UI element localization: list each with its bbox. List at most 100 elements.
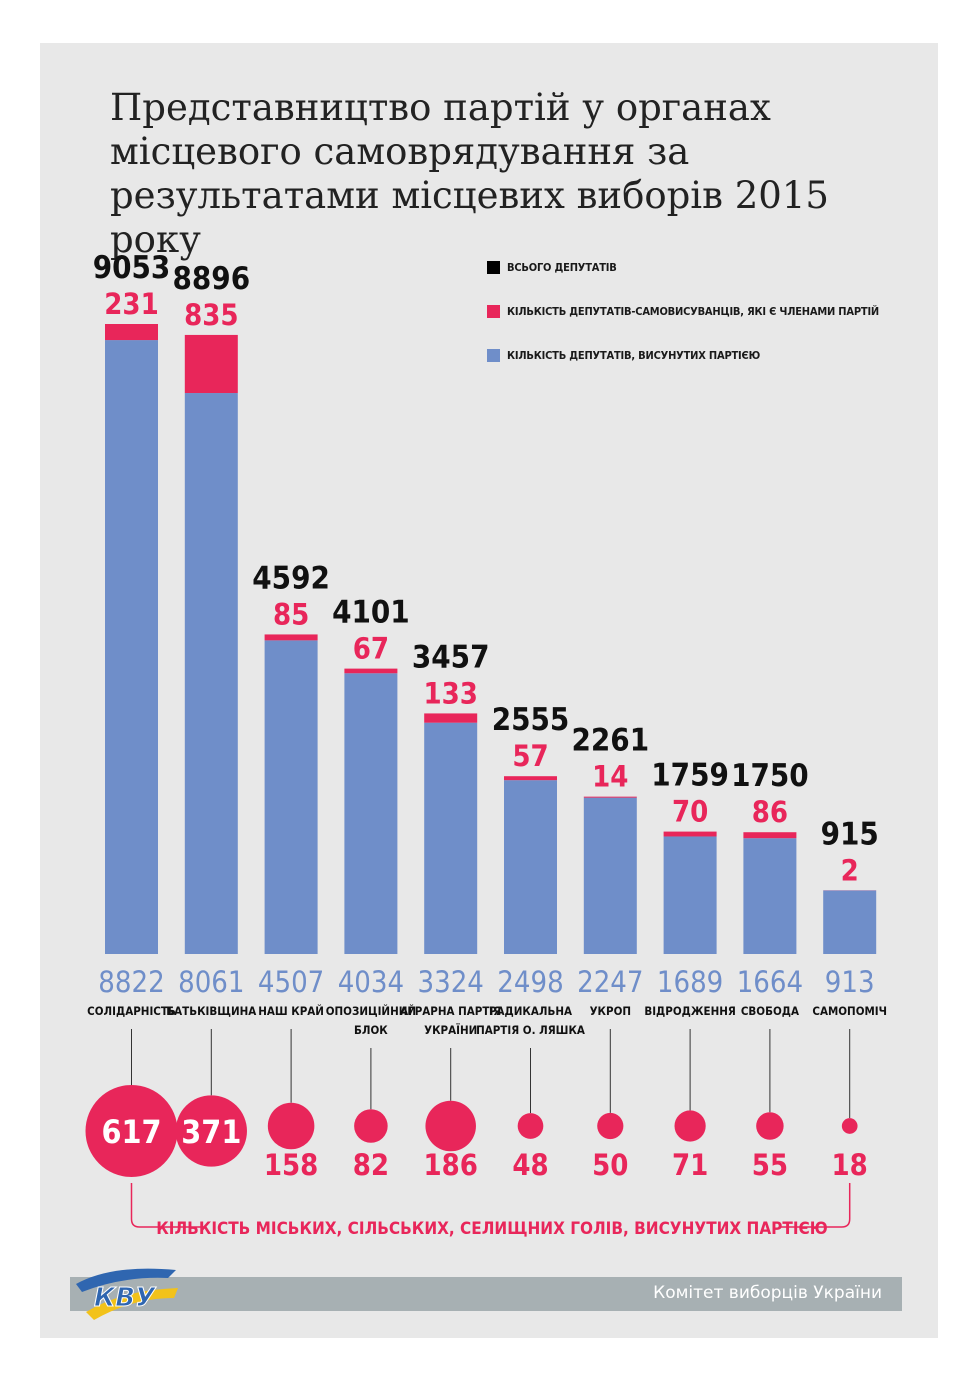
bar-nominated <box>184 393 238 955</box>
bar-nominated <box>583 797 637 954</box>
self-nominated-label: 835 <box>184 298 238 332</box>
self-nominated-label: 85 <box>273 597 309 631</box>
total-label: 2555 <box>492 702 570 738</box>
self-nominated-label: 57 <box>512 739 548 773</box>
self-nominated-label: 67 <box>353 632 389 666</box>
party-name-label: БЛОК <box>354 1023 388 1037</box>
nominated-label: 2498 <box>497 965 563 999</box>
bar-self-nominated <box>424 713 478 723</box>
nominated-label: 8061 <box>178 965 244 999</box>
bar-nominated <box>743 838 797 954</box>
party-name-label: СОЛІДАРНІСТЬ <box>87 1004 176 1018</box>
footer-credit: Комітет виборців України <box>653 1283 882 1303</box>
bar-nominated <box>823 890 877 954</box>
party-name-label: ПАРТІЯ О. ЛЯШКА <box>476 1023 585 1037</box>
legend-swatch-total <box>487 260 500 274</box>
party-name-label: УКРАЇНИ <box>424 1022 477 1037</box>
heads-circle <box>425 1100 476 1152</box>
legend-item-total: Всього депутатів <box>487 260 617 274</box>
total-label: 4592 <box>252 560 330 596</box>
self-nominated-label: 14 <box>592 760 628 794</box>
nominated-label: 1664 <box>737 965 803 999</box>
total-label: 3457 <box>412 639 490 675</box>
legend-swatch-self-nominated <box>487 304 500 318</box>
heads-label: 371 <box>181 1113 241 1151</box>
party-name-label: ОПОЗИЦІЙНИЙ <box>326 1003 416 1018</box>
chart-title: Представництво партій у органах місцевог… <box>110 86 829 261</box>
heads-label: 71 <box>672 1148 708 1182</box>
logo-lettering: КВУ <box>94 1283 157 1313</box>
nominated-label: 8822 <box>98 965 164 999</box>
bar-nominated <box>663 836 717 954</box>
heads-label: 55 <box>752 1148 788 1182</box>
nominated-label: 913 <box>825 965 875 999</box>
self-nominated-label: 231 <box>104 287 158 321</box>
logo-blue-swoosh <box>76 1268 176 1292</box>
heads-circle <box>674 1110 706 1142</box>
party-name-label: СВОБОДА <box>741 1004 799 1018</box>
nominated-label: 3324 <box>418 965 484 999</box>
nominated-label: 4507 <box>258 965 324 999</box>
bar-self-nominated <box>583 796 637 798</box>
party-name-label: УКРОП <box>590 1004 631 1018</box>
bar-nominated <box>264 640 318 954</box>
legend-label-nominated: Кількість депутатів, висунутих партією <box>507 348 761 362</box>
bar-nominated <box>344 673 398 954</box>
party-name-label: САМОПОМІЧ <box>812 1004 887 1018</box>
nominated-label: 4034 <box>338 965 404 999</box>
kvu-logo: КВУ <box>76 1268 178 1320</box>
bar-nominated <box>105 340 158 955</box>
bar-self-nominated <box>504 776 557 781</box>
heads-circle <box>597 1112 624 1140</box>
heads-circle <box>756 1112 784 1140</box>
heads-label: 82 <box>353 1148 389 1182</box>
bar-self-nominated <box>344 668 398 674</box>
self-nominated-label: 70 <box>672 795 708 829</box>
total-label: 2261 <box>571 723 649 759</box>
heads-label: 158 <box>264 1148 318 1182</box>
heads-circle <box>267 1102 315 1150</box>
party-name-label: БАТЬКІВЩИНА <box>166 1004 256 1018</box>
nominated-label: 2247 <box>577 965 643 999</box>
party-name-label: РАДИКАЛЬНА <box>489 1004 572 1018</box>
party-name-label: ВІДРОДЖЕННЯ <box>644 1004 736 1018</box>
legend-item-nominated: Кількість депутатів, висунутих партією <box>487 348 760 362</box>
party-name-label: НАШ КРАЙ <box>258 1003 324 1018</box>
total-label: 8896 <box>172 261 250 297</box>
heads-caption-bg <box>204 1215 780 1239</box>
heads-circle <box>841 1118 858 1134</box>
legend-label-total: Всього депутатів <box>507 260 617 274</box>
self-nominated-label: 86 <box>752 795 788 829</box>
heads-label: 18 <box>832 1148 868 1182</box>
heads-label: 48 <box>512 1148 548 1182</box>
self-nominated-label: 133 <box>423 676 477 710</box>
heads-label: 186 <box>423 1148 477 1182</box>
legend-label-self-nominated: Кількість депутатів-самовисуванців, які … <box>507 304 880 318</box>
logo-yellow-swoosh <box>86 1288 178 1320</box>
legend-item-self-nominated: Кількість депутатів-самовисуванців, які … <box>487 304 879 318</box>
bar-self-nominated <box>743 832 797 839</box>
total-label: 1750 <box>731 758 809 794</box>
self-nominated-label: 2 <box>841 853 859 887</box>
heads-caption: КІЛЬКІСТЬ МІСЬКИХ, СІЛЬСЬКИХ, СЕЛИЩНИХ Г… <box>156 1219 827 1239</box>
heads-circle <box>85 1085 178 1177</box>
heads-label: 617 <box>101 1113 161 1151</box>
bar-self-nominated <box>184 334 238 394</box>
legend-swatch-nominated <box>487 348 500 362</box>
bar-nominated <box>424 722 478 954</box>
heads-circle <box>175 1095 247 1167</box>
heads-circle <box>517 1113 544 1139</box>
footer-bar: Комітет виборців України <box>70 1277 902 1311</box>
bar-self-nominated <box>105 324 158 341</box>
heads-label: 50 <box>592 1148 628 1182</box>
bar-self-nominated <box>663 831 717 837</box>
bar-self-nominated <box>264 634 318 641</box>
heads-circle <box>354 1109 388 1143</box>
bar-nominated <box>504 780 557 954</box>
total-label: 915 <box>821 816 879 852</box>
total-label: 9053 <box>93 250 171 286</box>
party-name-label: АГРАРНА ПАРТІЯ <box>400 1004 501 1018</box>
total-label: 4101 <box>332 595 410 631</box>
nominated-label: 1689 <box>657 965 723 999</box>
total-label: 1759 <box>651 758 729 794</box>
